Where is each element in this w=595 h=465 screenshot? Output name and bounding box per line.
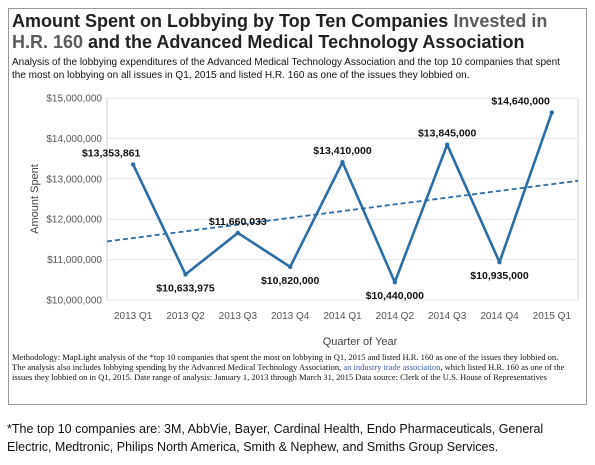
methodology-text-1: Methodology: MapLight analysis of the *t… [12,352,559,372]
data-label: $14,640,000 [491,96,550,108]
data-point [130,162,136,167]
x-tick-label: 2014 Q3 [428,311,467,322]
trend-line [106,179,579,243]
y-tick-label: $13,000,000 [46,174,102,185]
y-tick-label: $12,000,000 [46,215,102,226]
x-tick-label: 2014 Q1 [323,311,362,322]
x-tick-label: 2014 Q2 [376,311,415,322]
title-part-1: Amount Spent on Lobbying by Top Ten Comp… [12,11,454,31]
title-part-3: and the Advanced Medical Technology Asso… [83,32,525,52]
chart-title: Amount Spent on Lobbying by Top Ten Comp… [12,11,562,53]
data-point [287,264,293,270]
data-label: $11,660,033 [209,216,267,228]
data-point [392,280,398,285]
x-tick-label: 2013 Q4 [271,311,310,322]
y-tick-label: $11,000,000 [47,255,102,266]
y-tick-label: $10,000,000 [46,296,102,307]
x-axis-title: Quarter of Year [322,336,398,348]
methodology-link[interactable]: an industry trade association [343,362,441,372]
data-label: $13,845,000 [418,128,477,140]
footnote: *The top 10 companies are: 3M, AbbVie, B… [7,422,544,454]
data-label: $10,820,000 [261,275,320,287]
methodology-text-2: , which listed H.R. 160 as one of the is… [12,362,565,382]
x-tick-label: 2015 Q1 [533,311,572,322]
data-label: $10,935,000 [470,270,529,282]
data-label: $10,440,000 [366,290,425,302]
data-point [497,260,502,265]
data-point [549,110,555,115]
chart-card [8,8,587,405]
x-tick-label: 2013 Q1 [114,311,153,322]
y-axis-title: Amount Spent [29,164,41,234]
x-tick-label: 2013 Q3 [219,311,258,322]
data-label: $13,410,000 [313,145,372,157]
data-point [235,230,241,236]
y-tick-label: $14,000,000 [46,134,102,145]
data-label: $10,633,975 [156,282,215,294]
methodology-note: Methodology: MapLight analysis of the *t… [12,352,570,382]
x-tick-label: 2013 Q2 [166,311,205,322]
data-point [183,272,188,277]
x-tick-label: 2014 Q4 [480,311,519,322]
data-label: $13,353,861 [82,148,141,160]
chart-subtitle: Analysis of the lobbying expenditures of… [12,57,560,81]
y-tick-label: $15,000,000 [46,94,102,105]
data-point [444,142,450,147]
data-point [340,160,345,165]
title-part-2: Invested in H.R. 160 [12,11,548,52]
